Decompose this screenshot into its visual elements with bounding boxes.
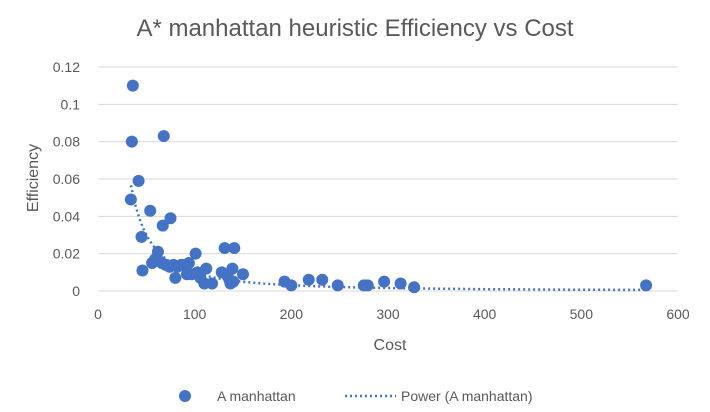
legend-label-series: A manhattan	[217, 388, 296, 404]
x-tick-label: 300	[376, 306, 400, 322]
data-point	[136, 264, 149, 277]
y-tick-label: 0.08	[53, 134, 80, 150]
x-tick-label: 0	[94, 306, 102, 322]
data-point	[144, 204, 157, 217]
x-tick-label: 400	[473, 306, 497, 322]
data-point	[157, 130, 170, 143]
x-tick-label: 100	[183, 306, 207, 322]
x-tick-label: 600	[666, 306, 690, 322]
y-tick-label: 0.02	[53, 246, 80, 262]
y-tick-label: 0.1	[61, 96, 81, 112]
x-tick-label: 500	[570, 306, 594, 322]
data-point	[156, 219, 169, 232]
x-axis-ticks: 0 100 200 300 400 500 600	[94, 306, 690, 322]
y-tick-label: 0	[72, 283, 80, 299]
data-point	[316, 273, 329, 286]
y-tick-label: 0.06	[53, 171, 80, 187]
trendline	[129, 185, 647, 292]
data-point	[226, 262, 239, 275]
legend-marker-scatter	[179, 390, 191, 402]
x-axis-title: Cost	[374, 337, 407, 354]
data-point	[206, 277, 219, 290]
data-point	[124, 193, 137, 206]
data-point	[302, 273, 315, 286]
x-tick-label: 200	[280, 306, 304, 322]
data-point	[189, 247, 202, 260]
data-point	[126, 79, 139, 92]
y-axis-ticks: 0 0.02 0.04 0.06 0.08 0.1 0.12	[53, 59, 80, 299]
data-point	[125, 135, 138, 148]
data-points	[124, 79, 653, 294]
chart-title: A* manhattan heuristic Efficiency vs Cos…	[136, 15, 573, 42]
data-point	[218, 242, 231, 255]
data-point	[169, 271, 182, 284]
data-point	[237, 268, 249, 281]
data-point	[200, 262, 213, 275]
data-point	[227, 275, 240, 288]
legend-label-trendline: Power (A manhattan)	[401, 388, 533, 404]
data-point	[182, 257, 195, 269]
data-point	[361, 279, 374, 292]
y-tick-label: 0.12	[53, 59, 80, 75]
data-point	[331, 279, 344, 292]
data-point	[640, 279, 653, 292]
data-point	[285, 279, 298, 292]
data-point	[132, 174, 145, 187]
y-tick-label: 0.04	[53, 208, 80, 224]
gridlines	[98, 66, 678, 292]
data-point	[164, 212, 177, 225]
data-point	[135, 230, 148, 243]
data-point	[378, 275, 391, 288]
trendline-layer	[129, 185, 647, 292]
data-point	[394, 277, 407, 290]
data-point	[408, 281, 421, 294]
data-point	[228, 242, 241, 255]
legend: A manhattan Power (A manhattan)	[179, 388, 533, 404]
y-axis-title: Efficiency	[25, 144, 42, 212]
